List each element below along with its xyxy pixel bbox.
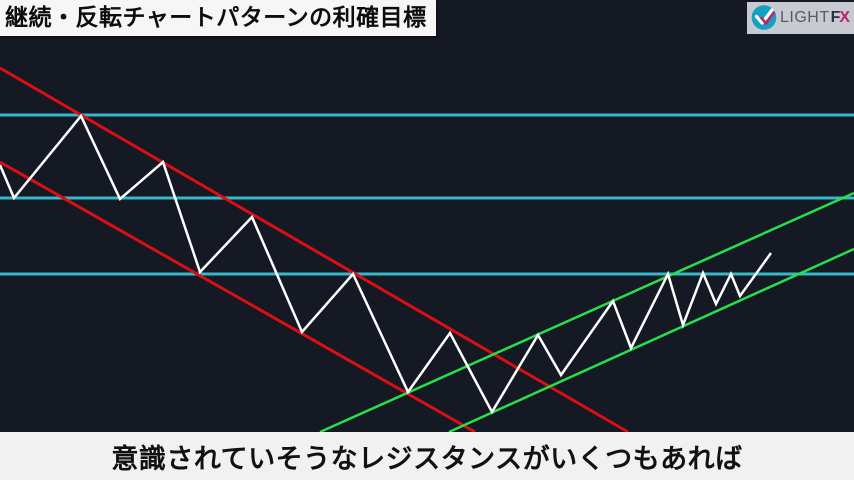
down-channel-line-1 xyxy=(0,66,629,434)
title-banner: 継続・反転チャートパターンの利確目標 xyxy=(0,0,436,36)
caption-text: 意識されていそうなレジスタンスがいくつもあれば xyxy=(111,443,743,474)
logo-text-light: LIGHT xyxy=(780,9,830,26)
logo-text-x: X xyxy=(839,9,851,26)
caption-bar: 意識されていそうなレジスタンスがいくつもあれば xyxy=(0,432,854,480)
page-title: 継続・反転チャートパターンの利確目標 xyxy=(5,4,427,30)
up-channel-line-1 xyxy=(319,191,854,434)
price-zigzag-line xyxy=(0,113,773,415)
lightfx-wordmark: LIGHT F X xyxy=(780,9,850,27)
lightfx-check-icon xyxy=(751,5,777,30)
logo-text-f: F xyxy=(830,9,841,26)
down-channel-line-2 xyxy=(0,160,476,434)
lightfx-logo: LIGHT F X xyxy=(747,2,854,34)
up-channel-line-2 xyxy=(448,247,854,434)
